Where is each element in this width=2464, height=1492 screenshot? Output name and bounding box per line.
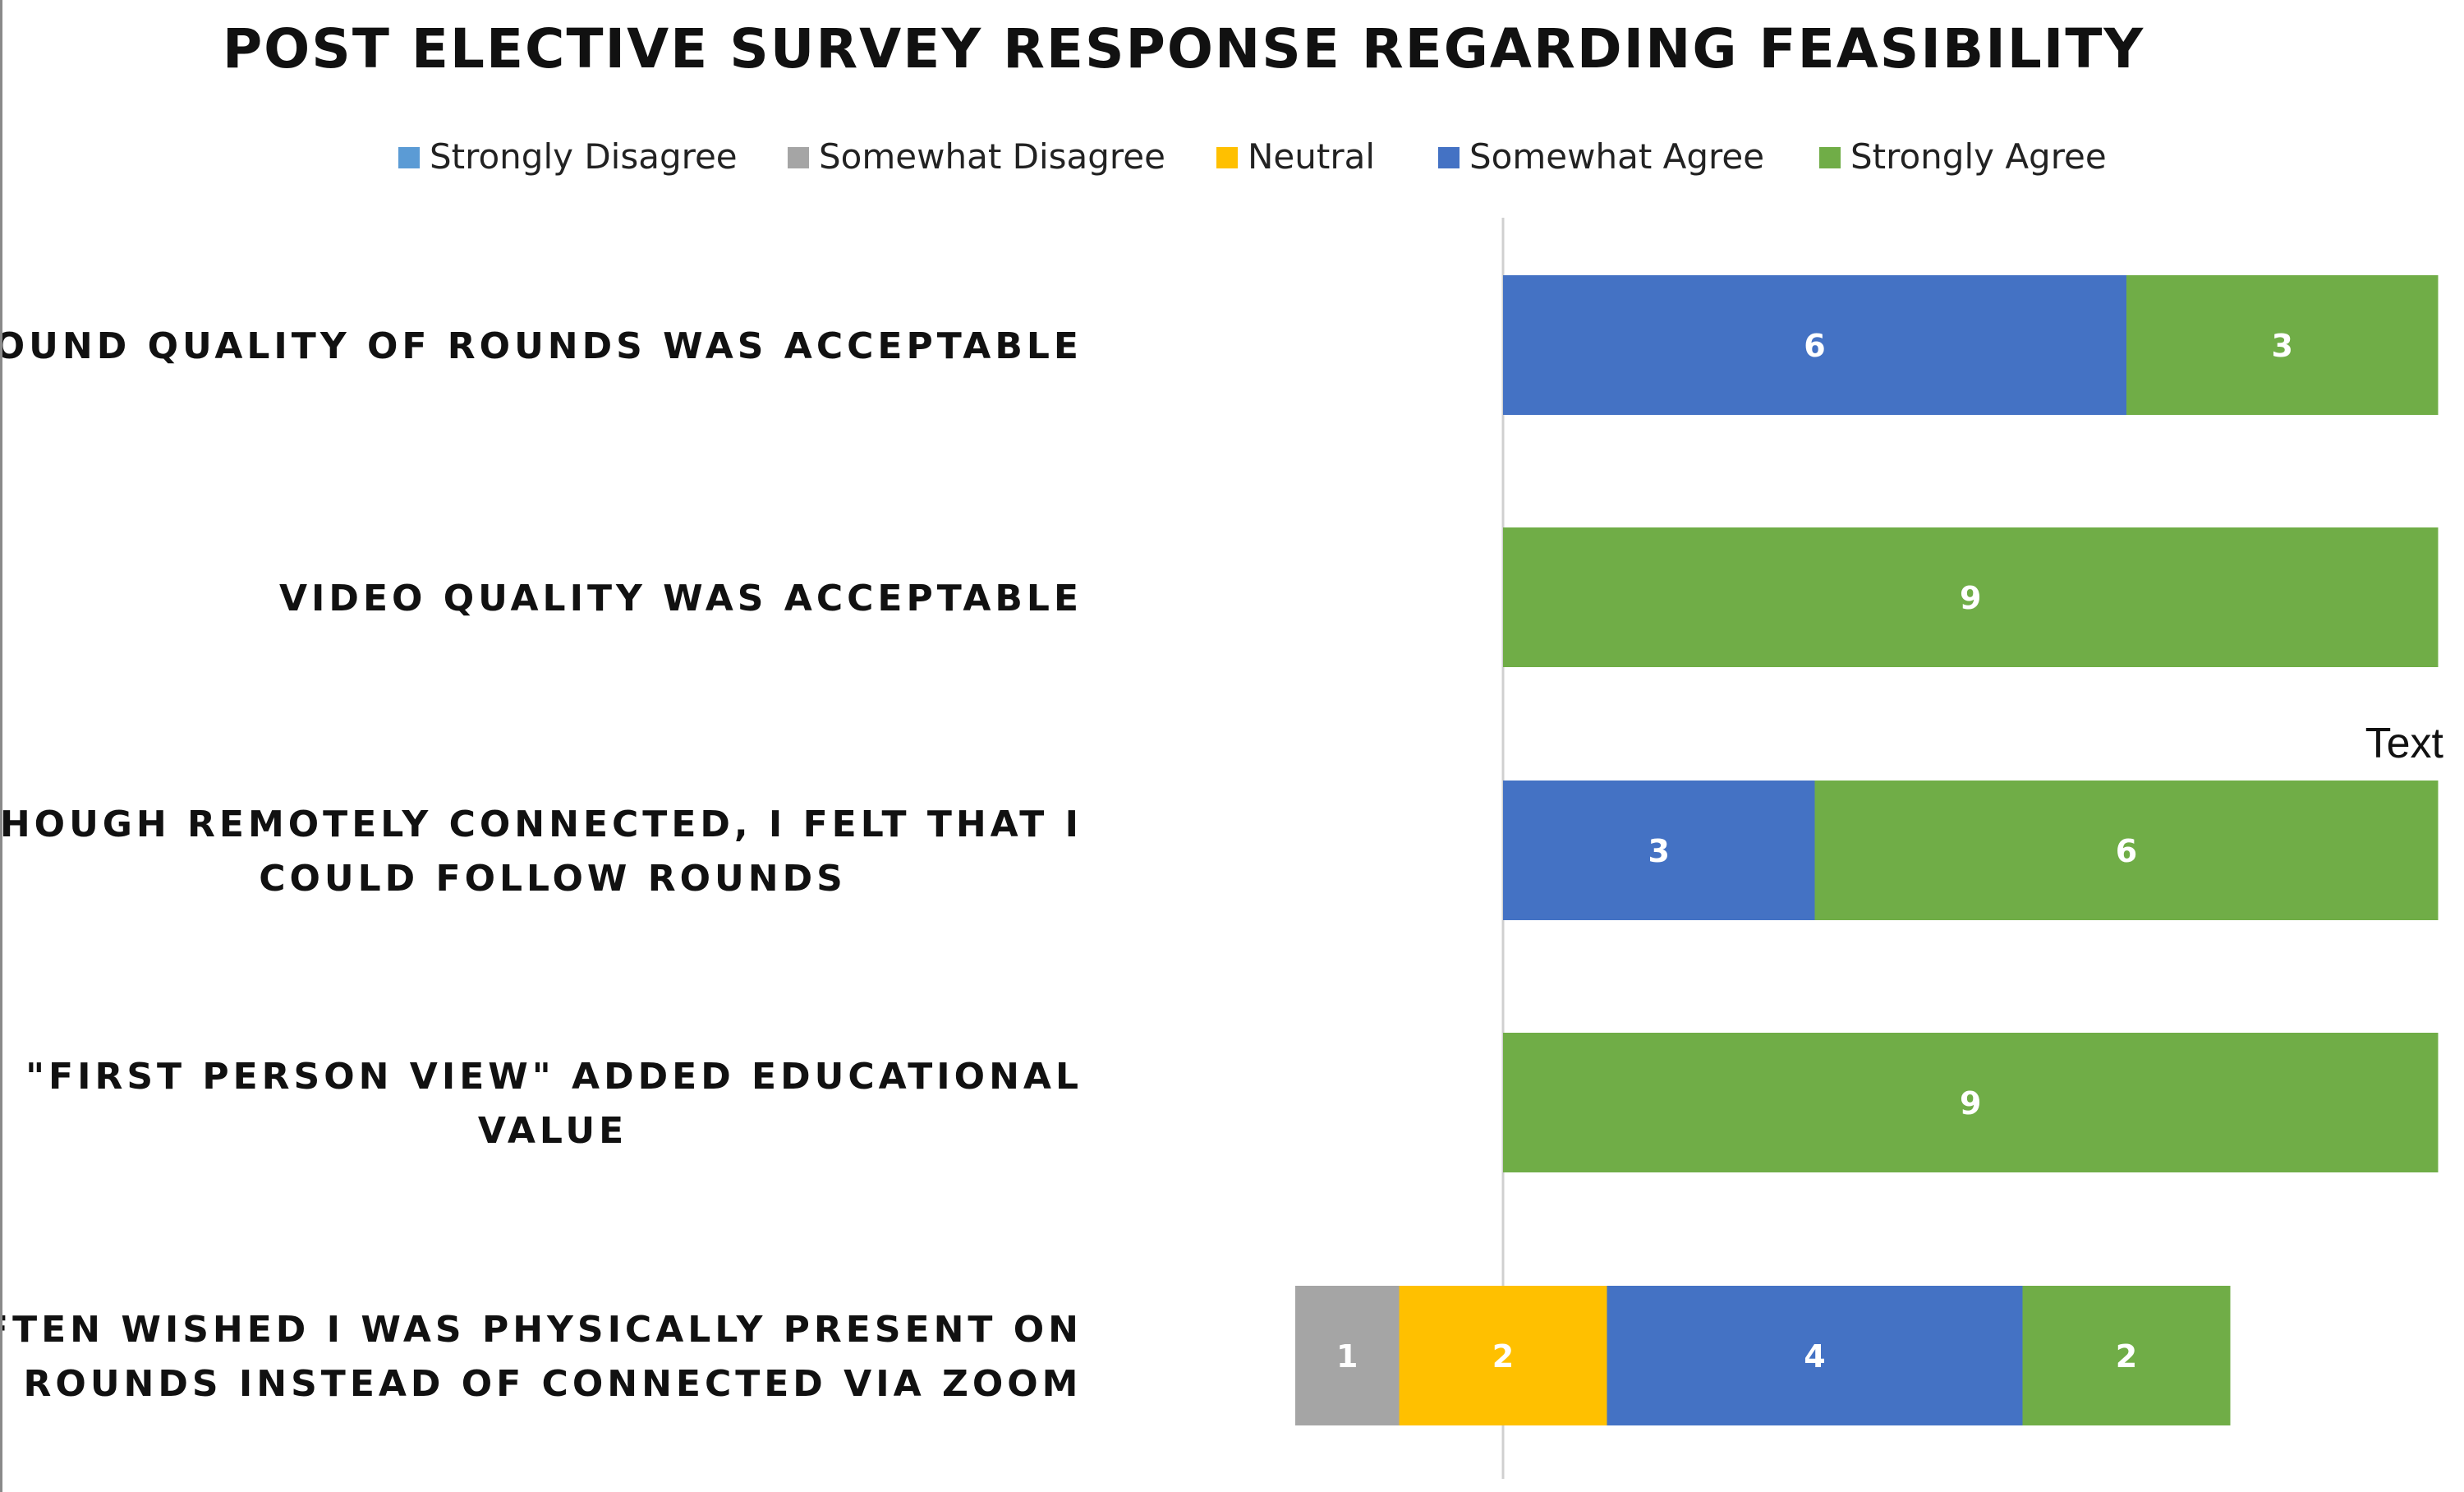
category-label: ROUNDS INSTEAD OF CONNECTED VIA ZOOM [24, 1363, 1083, 1405]
bar-segments [1295, 275, 2439, 1425]
category-label: VALUE [478, 1110, 627, 1152]
legend-swatch [1438, 147, 1460, 168]
legend-entry: Strongly Agree [1850, 136, 2107, 177]
bar-segment [1503, 781, 1815, 920]
data-label: 4 [1804, 1338, 1825, 1375]
category-label: ALTHOUGH REMOTELY CONNECTED, I FELT THAT… [2, 804, 1083, 845]
data-label: 1 [1336, 1338, 1358, 1375]
category-label: VIDEO QUALITY WAS ACCEPTABLE [279, 578, 1083, 619]
legend-swatch [398, 147, 420, 168]
bar-segment [1503, 275, 2126, 415]
category-label: SOUND QUALITY OF ROUNDS WAS ACCEPTABLE [2, 325, 1083, 367]
legend-entry: Somewhat Disagree [819, 136, 1165, 177]
legend-entry: Strongly Disagree [430, 136, 738, 177]
bar-segment [1295, 1286, 1400, 1425]
data-label: 9 [1960, 580, 1981, 616]
data-label: 3 [2272, 328, 2293, 364]
data-label: 3 [1648, 833, 1670, 869]
bar-segment [1607, 1286, 2023, 1425]
data-label: 2 [1492, 1338, 1514, 1375]
legend-entry: Somewhat Agree [1469, 136, 1764, 177]
legend-swatch [1216, 147, 1238, 168]
bar-segment [1399, 1286, 1607, 1425]
category-label: THE "FIRST PERSON VIEW" ADDED EDUCATIONA… [2, 1056, 1083, 1098]
bar-segment [1503, 527, 2439, 667]
category-labels: SOUND QUALITY OF ROUNDS WAS ACCEPTABLE VI… [2, 325, 1083, 1405]
bar-segment [2126, 275, 2439, 415]
bar-segment [1814, 781, 2439, 920]
legend-entry: Neutral [1248, 136, 1375, 177]
chart-title: POST ELECTIVE SURVEY RESPONSE REGARDING … [223, 17, 2145, 81]
chart-legend: Strongly Disagree Somewhat Disagree Neutra… [398, 136, 2107, 177]
data-label: 2 [2116, 1338, 2137, 1375]
data-label: 6 [2116, 833, 2137, 869]
category-label: COULD FOLLOW ROUNDS [259, 858, 847, 900]
data-label: 6 [1804, 328, 1825, 364]
legend-swatch [788, 147, 809, 168]
data-labels: 6 393 691 2 4 2 [1336, 328, 2293, 1375]
text-annotation: Text [2365, 720, 2444, 767]
data-label: 9 [1960, 1085, 1981, 1121]
bar-segment [2022, 1286, 2231, 1425]
legend-swatch [1819, 147, 1841, 168]
category-label: I OFTEN WISHED I WAS PHYSICALLY PRESENT … [2, 1309, 1083, 1351]
bar-segment [1503, 1033, 2439, 1172]
